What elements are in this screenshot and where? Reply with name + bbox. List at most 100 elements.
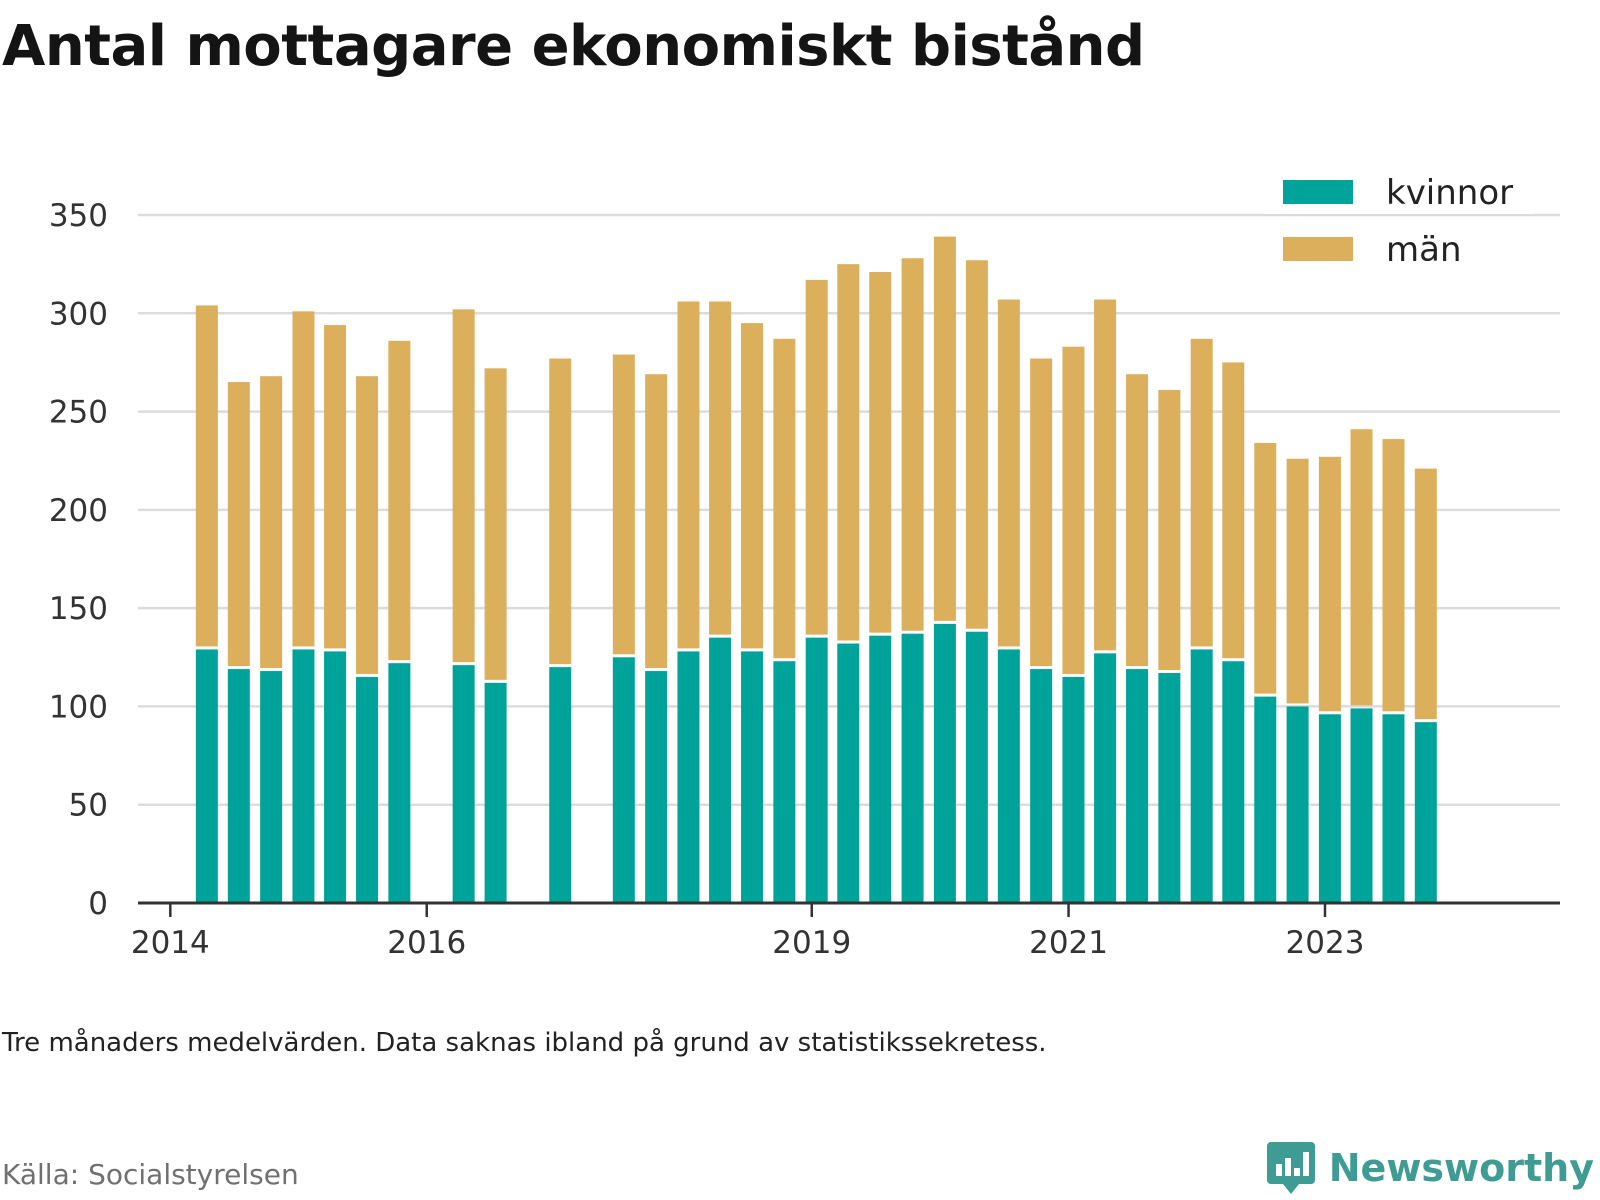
legend-label-man: män [1386, 230, 1462, 270]
legend-swatch-kvinnor [1283, 180, 1353, 204]
bar-kvinnor [901, 633, 924, 903]
bar-man [773, 338, 796, 659]
bar-kvinnor [869, 635, 892, 903]
bar-man [388, 340, 411, 661]
y-tick-label: 150 [49, 591, 108, 627]
x-tick-label: 2019 [772, 925, 851, 961]
y-axis-tick-labels: 0 50 100 150 200 250 300 350 [49, 198, 108, 922]
bar-kvinnor [195, 649, 218, 903]
y-tick-label: 50 [69, 788, 108, 824]
legend-swatch-man [1283, 237, 1353, 261]
bar-chart-speech-bubble-icon [1266, 1142, 1315, 1194]
source-credit: Källa: Socialstyrelsen [2, 1158, 299, 1191]
bar-man [1350, 429, 1373, 706]
bar-man [901, 258, 924, 631]
bar-kvinnor [1190, 649, 1213, 903]
bar-man [1158, 389, 1181, 671]
bar-kvinnor [1414, 722, 1437, 903]
bar-kvinnor [645, 671, 668, 903]
bar-kvinnor [933, 623, 956, 903]
bar-man [227, 382, 250, 667]
bar-man [1094, 299, 1117, 651]
bar-man [805, 279, 828, 635]
x-tick-label: 2014 [131, 925, 210, 961]
bar-kvinnor [260, 671, 283, 903]
bar-kvinnor [709, 637, 732, 903]
bar-man [1222, 362, 1245, 659]
bar-kvinnor [677, 651, 700, 903]
y-tick-label: 200 [49, 493, 108, 529]
bar-kvinnor [612, 657, 635, 903]
bar-man [1286, 458, 1309, 704]
legend: kvinnor män [1264, 170, 1534, 270]
bar-man [1030, 358, 1053, 667]
bar-kvinnor [1126, 669, 1149, 903]
bar-kvinnor [997, 649, 1020, 903]
bar-kvinnor [1158, 673, 1181, 903]
bar-man [612, 354, 635, 655]
x-tick-label: 2023 [1286, 925, 1365, 961]
y-tick-label: 250 [49, 395, 108, 431]
bar-man [324, 325, 347, 649]
bar-man [484, 368, 507, 680]
bar-kvinnor [1094, 653, 1117, 903]
brand-name: Newsworthy [1328, 1146, 1594, 1190]
bar-man [195, 305, 218, 647]
bar-kvinnor [1222, 661, 1245, 903]
bar-kvinnor [741, 651, 764, 903]
bar-kvinnor [1382, 714, 1405, 903]
bar-kvinnor [227, 669, 250, 903]
bar-kvinnor [452, 665, 475, 903]
y-tick-label: 0 [88, 886, 108, 922]
bar-man [356, 376, 379, 674]
bar-kvinnor [1030, 669, 1053, 903]
x-axis: 2014 2016 2019 2021 2023 [131, 901, 1560, 961]
bar-man [933, 236, 956, 621]
y-tick-label: 100 [49, 689, 108, 725]
bar-man [709, 301, 732, 635]
y-tick-label: 350 [49, 198, 108, 234]
bar-man [452, 309, 475, 663]
bar-kvinnor [965, 631, 988, 903]
bar-man [549, 358, 572, 665]
bar-man [1062, 346, 1085, 674]
bar-kvinnor [388, 663, 411, 903]
bar-man [1126, 374, 1149, 667]
bar-man [260, 376, 283, 669]
bar-kvinnor [1286, 706, 1309, 903]
bar-kvinnor [1062, 676, 1085, 903]
bar-kvinnor [805, 637, 828, 903]
bars [195, 236, 1437, 903]
bar-man [1414, 468, 1437, 720]
bar-man [1254, 443, 1277, 694]
brand-logo[interactable]: Newsworthy [1265, 1140, 1594, 1196]
bar-man [837, 264, 860, 641]
legend-label-kvinnor: kvinnor [1386, 173, 1513, 213]
y-tick-label: 300 [49, 296, 108, 332]
bar-kvinnor [1254, 696, 1277, 903]
bar-man [677, 301, 700, 649]
bar-kvinnor [837, 643, 860, 903]
bar-man [1318, 456, 1341, 712]
bar-man [292, 311, 315, 647]
bar-man [1382, 439, 1405, 712]
bar-kvinnor [356, 676, 379, 903]
x-tick-label: 2016 [387, 925, 466, 961]
x-tick-label: 2021 [1029, 925, 1108, 961]
bar-man [965, 260, 988, 629]
bar-man [645, 374, 668, 669]
bar-man [997, 299, 1020, 647]
bar-kvinnor [484, 682, 507, 903]
chart-title: Antal mottagare ekonomiskt bistånd [2, 14, 1145, 79]
bar-man [741, 323, 764, 649]
bar-man [869, 272, 892, 633]
bar-kvinnor [1350, 708, 1373, 903]
chart-note: Tre månaders medelvärden. Data saknas ib… [2, 1028, 1047, 1058]
bar-kvinnor [324, 651, 347, 903]
bar-kvinnor [773, 661, 796, 903]
bar-kvinnor [292, 649, 315, 903]
bar-kvinnor [1318, 714, 1341, 903]
bar-man [1190, 338, 1213, 647]
bar-kvinnor [549, 667, 572, 903]
